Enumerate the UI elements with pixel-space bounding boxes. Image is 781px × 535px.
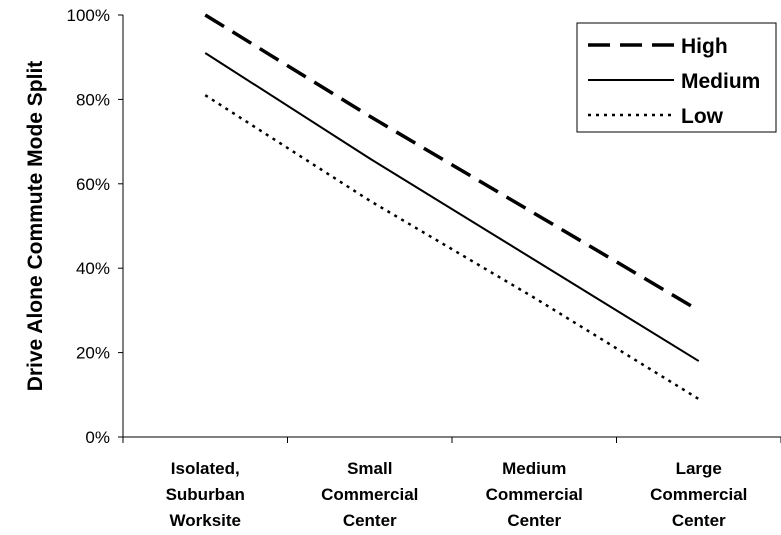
x-category-label: Medium Commercial Center [486, 459, 583, 530]
y-axis-title: Drive Alone Commute Mode Split [24, 61, 47, 392]
y-tick-label: 100% [67, 6, 110, 25]
y-tick-label: 60% [76, 175, 110, 194]
y-tick-label: 80% [76, 90, 110, 109]
series-line-medium [204, 52, 700, 362]
y-tick-label: 40% [76, 259, 110, 278]
series-lines [204, 13, 700, 401]
y-tick-label: 0% [85, 428, 110, 447]
series-line-low [204, 94, 700, 401]
x-category-label: Large Commercial Center [650, 459, 747, 530]
legend: High Medium Low [576, 22, 777, 133]
y-tick-label: 20% [76, 344, 110, 363]
legend-label-medium: Medium [681, 70, 760, 93]
x-category-label: Small Commercial Center [321, 459, 418, 530]
x-category-label: Isolated, Suburban Worksite [166, 459, 245, 530]
series-line-high [204, 13, 700, 312]
legend-label-high: High [681, 35, 728, 58]
x-axis-ticks: Isolated, Suburban Worksite Small Commercial… [122, 437, 781, 530]
y-axis-ticks: 0% 20% 40% 60% 80% 100% [67, 6, 123, 447]
legend-box [576, 22, 777, 133]
legend-label-low: Low [681, 105, 724, 128]
